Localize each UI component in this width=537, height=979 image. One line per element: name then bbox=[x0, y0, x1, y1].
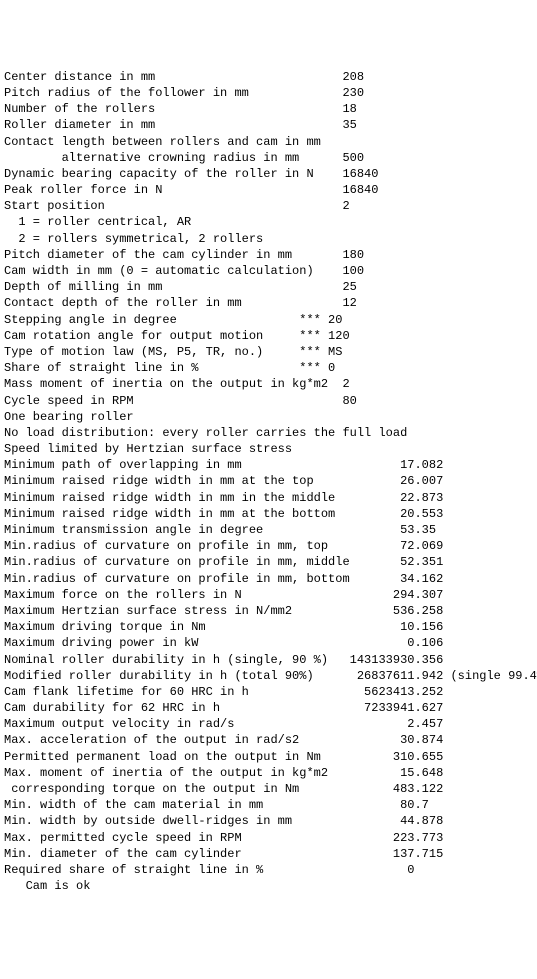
text-line: Min. width of the cam material in mm 80.… bbox=[4, 797, 533, 813]
text-line: Minimum raised ridge width in mm at the … bbox=[4, 506, 533, 522]
text-line: Min.radius of curvature on profile in mm… bbox=[4, 554, 533, 570]
text-line: One bearing roller bbox=[4, 409, 533, 425]
text-line: Number of the rollers 18 bbox=[4, 101, 533, 117]
text-line: Center distance in mm 208 bbox=[4, 69, 533, 85]
text-line: Min.radius of curvature on profile in mm… bbox=[4, 571, 533, 587]
text-line: Pitch radius of the follower in mm 230 bbox=[4, 85, 533, 101]
text-line: 1 = roller centrical, AR bbox=[4, 214, 533, 230]
text-line: Share of straight line in % *** 0 bbox=[4, 360, 533, 376]
text-line: Modified roller durability in h (total 9… bbox=[4, 668, 533, 684]
text-line: Minimum transmission angle in degree 53.… bbox=[4, 522, 533, 538]
text-line: Max. acceleration of the output in rad/s… bbox=[4, 732, 533, 748]
text-line: Cam rotation angle for output motion ***… bbox=[4, 328, 533, 344]
text-line: Permitted permanent load on the output i… bbox=[4, 749, 533, 765]
text-line: No load distribution: every roller carri… bbox=[4, 425, 533, 441]
text-line: Peak roller force in N 16840 bbox=[4, 182, 533, 198]
text-line: Minimum raised ridge width in mm at the … bbox=[4, 473, 533, 489]
text-line: Required share of straight line in % 0 bbox=[4, 862, 533, 878]
text-line: Depth of milling in mm 25 bbox=[4, 279, 533, 295]
text-line: Maximum driving torque in Nm 10.156 bbox=[4, 619, 533, 635]
text-line: Mass moment of inertia on the output in … bbox=[4, 376, 533, 392]
text-line: alternative crowning radius in mm 500 bbox=[4, 150, 533, 166]
text-line: Cam width in mm (0 = automatic calculati… bbox=[4, 263, 533, 279]
text-line: Maximum output velocity in rad/s 2.457 bbox=[4, 716, 533, 732]
text-line: 2 = rollers symmetrical, 2 rollers bbox=[4, 231, 533, 247]
text-line: Maximum driving power in kW 0.106 bbox=[4, 635, 533, 651]
text-line: Maximum force on the rollers in N 294.30… bbox=[4, 587, 533, 603]
text-line: Contact length between rollers and cam i… bbox=[4, 134, 533, 150]
text-line: Contact depth of the roller in mm 12 bbox=[4, 295, 533, 311]
text-line: Max. permitted cycle speed in RPM 223.77… bbox=[4, 830, 533, 846]
text-line: Start position 2 bbox=[4, 198, 533, 214]
text-line: Cycle speed in RPM 80 bbox=[4, 393, 533, 409]
text-line: Dynamic bearing capacity of the roller i… bbox=[4, 166, 533, 182]
text-line: Minimum raised ridge width in mm in the … bbox=[4, 490, 533, 506]
text-line: Roller diameter in mm 35 bbox=[4, 117, 533, 133]
text-line: Maximum Hertzian surface stress in N/mm2… bbox=[4, 603, 533, 619]
text-line: Speed limited by Hertzian surface stress bbox=[4, 441, 533, 457]
text-line: Stepping angle in degree *** 20 bbox=[4, 312, 533, 328]
text-line: Min. diameter of the cam cylinder 137.71… bbox=[4, 846, 533, 862]
text-line: Max. moment of inertia of the output in … bbox=[4, 765, 533, 781]
text-line: Type of motion law (MS, P5, TR, no.) ***… bbox=[4, 344, 533, 360]
text-line: Min.radius of curvature on profile in mm… bbox=[4, 538, 533, 554]
text-line: Min. width by outside dwell-ridges in mm… bbox=[4, 813, 533, 829]
text-line: corresponding torque on the output in Nm… bbox=[4, 781, 533, 797]
text-line: Cam flank lifetime for 60 HRC in h 56234… bbox=[4, 684, 533, 700]
text-line: Cam durability for 62 HRC in h 7233941.6… bbox=[4, 700, 533, 716]
text-line: Nominal roller durability in h (single, … bbox=[4, 652, 533, 668]
text-line: Cam is ok bbox=[4, 878, 533, 894]
text-line: Pitch diameter of the cam cylinder in mm… bbox=[4, 247, 533, 263]
text-line: Minimum path of overlapping in mm 17.082 bbox=[4, 457, 533, 473]
